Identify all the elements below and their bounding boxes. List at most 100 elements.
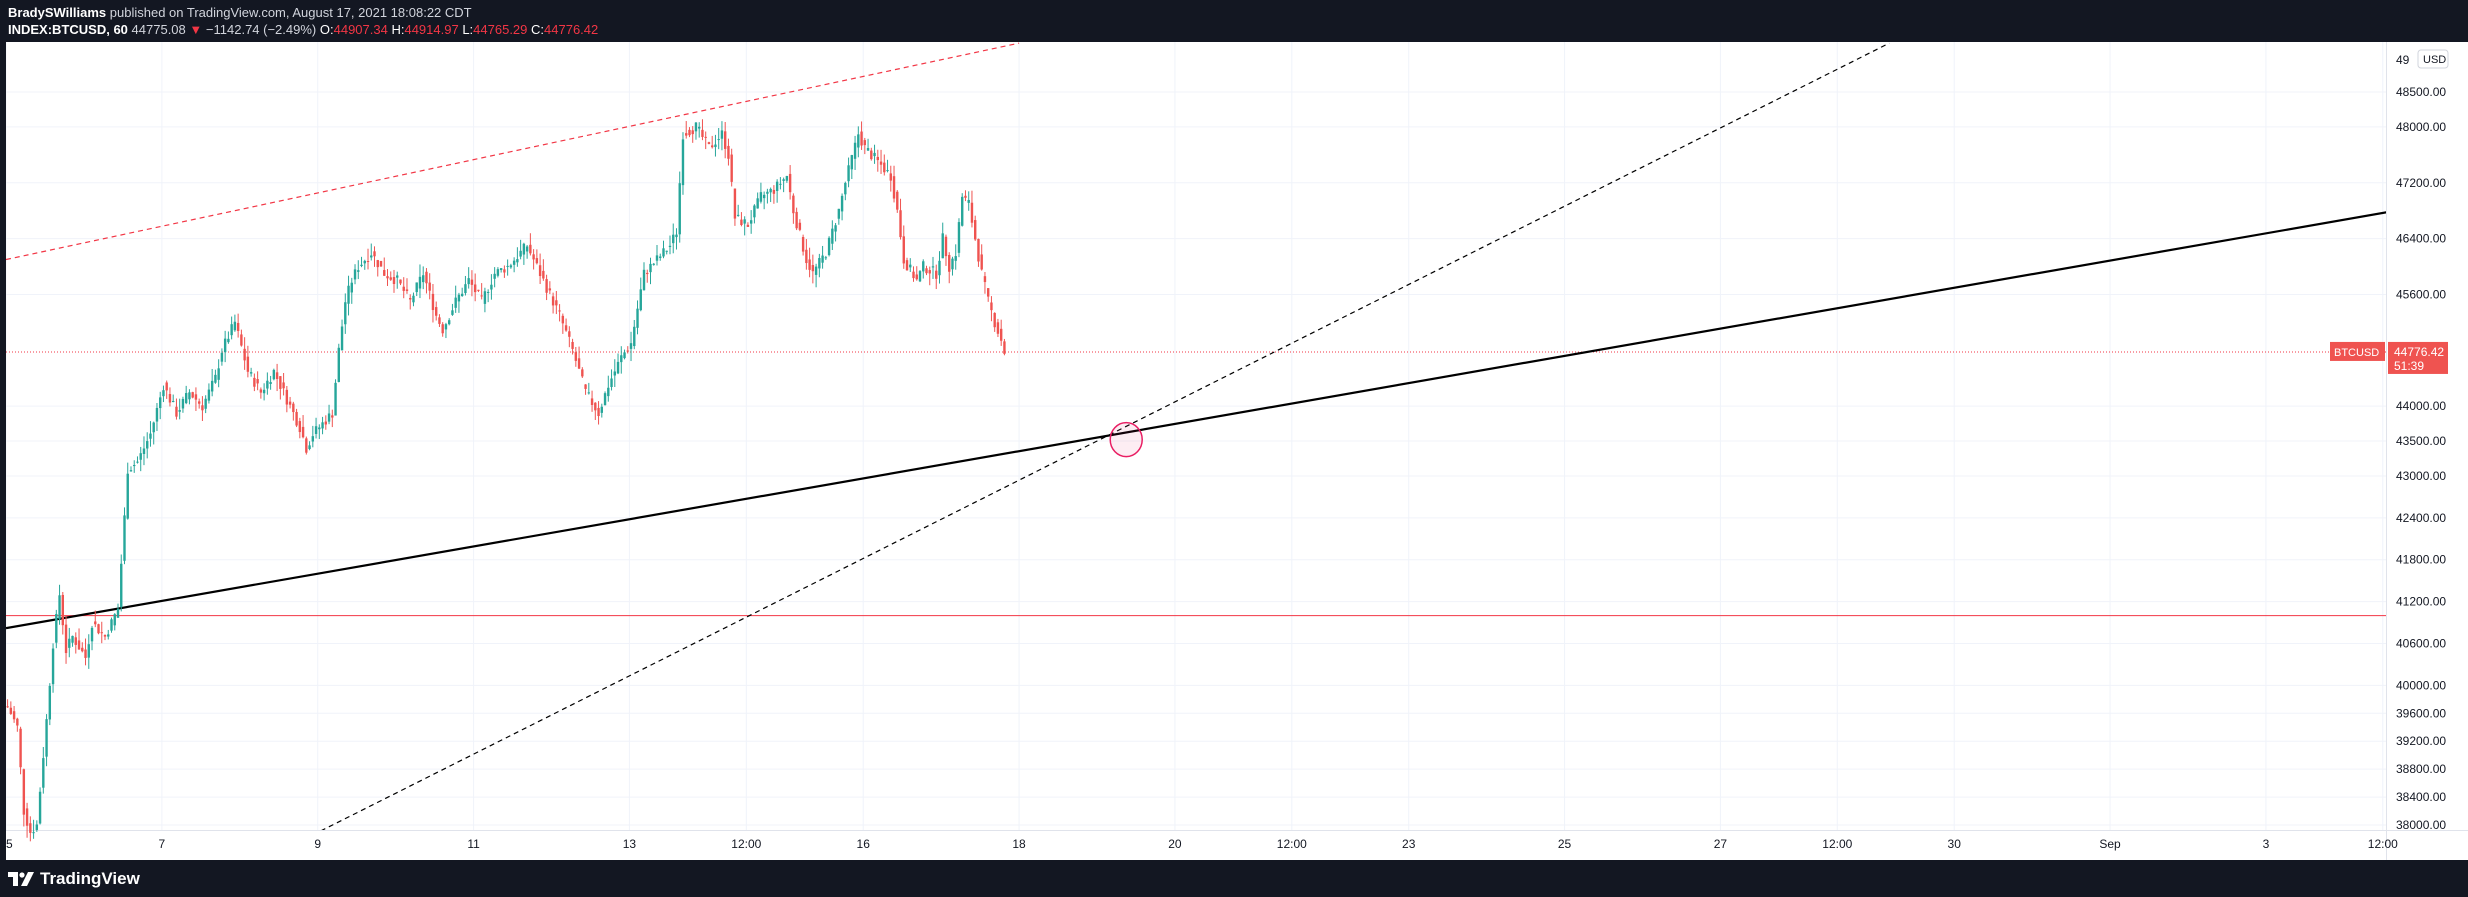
candle-down xyxy=(409,298,412,300)
candle-down xyxy=(285,389,289,405)
upper-channel-line[interactable] xyxy=(6,42,1020,261)
change-value: −1142.74 (−2.49%) xyxy=(205,22,317,37)
candle-up xyxy=(610,378,613,388)
candle-up xyxy=(181,398,185,409)
author-name[interactable]: BradySWilliams xyxy=(8,5,107,20)
chart-area[interactable]: 48500.00 48000.00 47200.00 46400.00 45600.00… xyxy=(6,42,2468,860)
candle-up xyxy=(233,321,237,331)
candle-up xyxy=(357,270,360,272)
candle-up xyxy=(866,148,870,151)
candle-up xyxy=(207,389,211,401)
candle-down xyxy=(584,384,587,389)
candle-down xyxy=(548,288,552,291)
dashed-trend-line[interactable] xyxy=(305,42,1890,839)
candle-down xyxy=(6,706,9,708)
price-axis-label: 46400.00 xyxy=(2396,232,2446,246)
tradingview-brand: TradingView xyxy=(40,869,140,888)
price-axis-label: 47200.00 xyxy=(2396,176,2446,190)
candle-up xyxy=(178,410,181,412)
candle-down xyxy=(324,421,328,425)
time-axis-label: 11 xyxy=(467,837,480,851)
candle-down xyxy=(730,154,733,182)
high-value: 44914.97 xyxy=(404,22,459,37)
candle-down xyxy=(944,236,948,257)
candle-up xyxy=(415,282,418,293)
candle-down xyxy=(740,219,743,225)
candle-down xyxy=(201,405,204,411)
candle-up xyxy=(126,473,129,519)
marker-circle[interactable] xyxy=(1109,421,1143,458)
candle-down xyxy=(402,286,405,291)
candle-down xyxy=(366,261,370,263)
candle-up xyxy=(334,382,337,416)
price-axis-label: 38400.00 xyxy=(2396,790,2446,804)
main-trend-line[interactable] xyxy=(6,211,2396,630)
countdown-label: 51:39 xyxy=(2394,359,2424,373)
candle-up xyxy=(444,324,448,330)
candle-down xyxy=(94,621,97,625)
candle-up xyxy=(519,250,522,257)
candle-up xyxy=(162,390,165,397)
candle-down xyxy=(704,136,707,138)
candle-up xyxy=(620,355,623,363)
price-chart[interactable]: 48500.00 48000.00 47200.00 46400.00 45600.00… xyxy=(6,42,2468,860)
candle-up xyxy=(184,393,188,404)
candle-up xyxy=(853,142,857,159)
candle-down xyxy=(996,322,1000,334)
price-axis-label: 42400.00 xyxy=(2396,511,2446,525)
candle-down xyxy=(977,238,980,262)
time-axis-label: 16 xyxy=(857,837,871,851)
candle-up xyxy=(451,310,454,315)
symbol-tag-badge xyxy=(2330,341,2385,361)
candle-down xyxy=(925,268,928,274)
candle-up xyxy=(490,284,493,290)
candle-up xyxy=(633,326,636,347)
time-axis-label: 7 xyxy=(159,837,166,851)
candle-down xyxy=(19,728,22,768)
candle-up xyxy=(146,441,149,449)
candle-up xyxy=(672,234,675,244)
candle-down xyxy=(555,300,558,306)
candle-up xyxy=(775,181,779,192)
candle-down xyxy=(243,348,246,361)
candle-down xyxy=(870,150,873,160)
tradingview-logo[interactable]: TradingView xyxy=(8,869,140,889)
candle-down xyxy=(889,173,892,181)
candle-down xyxy=(386,276,389,279)
candle-down xyxy=(710,145,714,148)
candle-up xyxy=(743,219,746,224)
candle-down xyxy=(197,401,201,404)
candle-up xyxy=(136,461,139,463)
symbol-tag: BTCUSD xyxy=(2334,347,2379,359)
candle-up xyxy=(129,470,133,472)
candle-down xyxy=(723,131,727,149)
time-axis-label: 12:00 xyxy=(2368,837,2398,851)
price-axis-label: 44000.00 xyxy=(2396,399,2446,413)
candle-up xyxy=(603,393,607,406)
candle-up xyxy=(220,352,224,362)
candle-down xyxy=(876,156,879,161)
candle-up xyxy=(909,264,912,268)
candle-down xyxy=(701,129,704,137)
currency-button[interactable] xyxy=(2417,49,2449,69)
candle-down xyxy=(805,249,808,264)
candle-up xyxy=(68,638,71,648)
candle-down xyxy=(480,295,483,297)
candle-up xyxy=(607,387,610,397)
candle-down xyxy=(1003,341,1006,354)
candle-up xyxy=(499,268,503,270)
candle-up xyxy=(694,122,698,132)
candle-down xyxy=(568,331,571,337)
candle-down xyxy=(301,426,305,438)
candle-up xyxy=(516,259,519,263)
candle-down xyxy=(811,265,815,272)
candle-up xyxy=(90,627,94,642)
candle-down xyxy=(25,808,29,826)
candle-up xyxy=(171,401,175,403)
candle-up xyxy=(636,308,639,328)
candle-up xyxy=(107,634,110,637)
candle-down xyxy=(691,130,694,135)
symbol-name: INDEX:BTCUSD, 60 xyxy=(8,22,128,37)
candle-up xyxy=(785,175,789,181)
candle-down xyxy=(194,394,198,400)
